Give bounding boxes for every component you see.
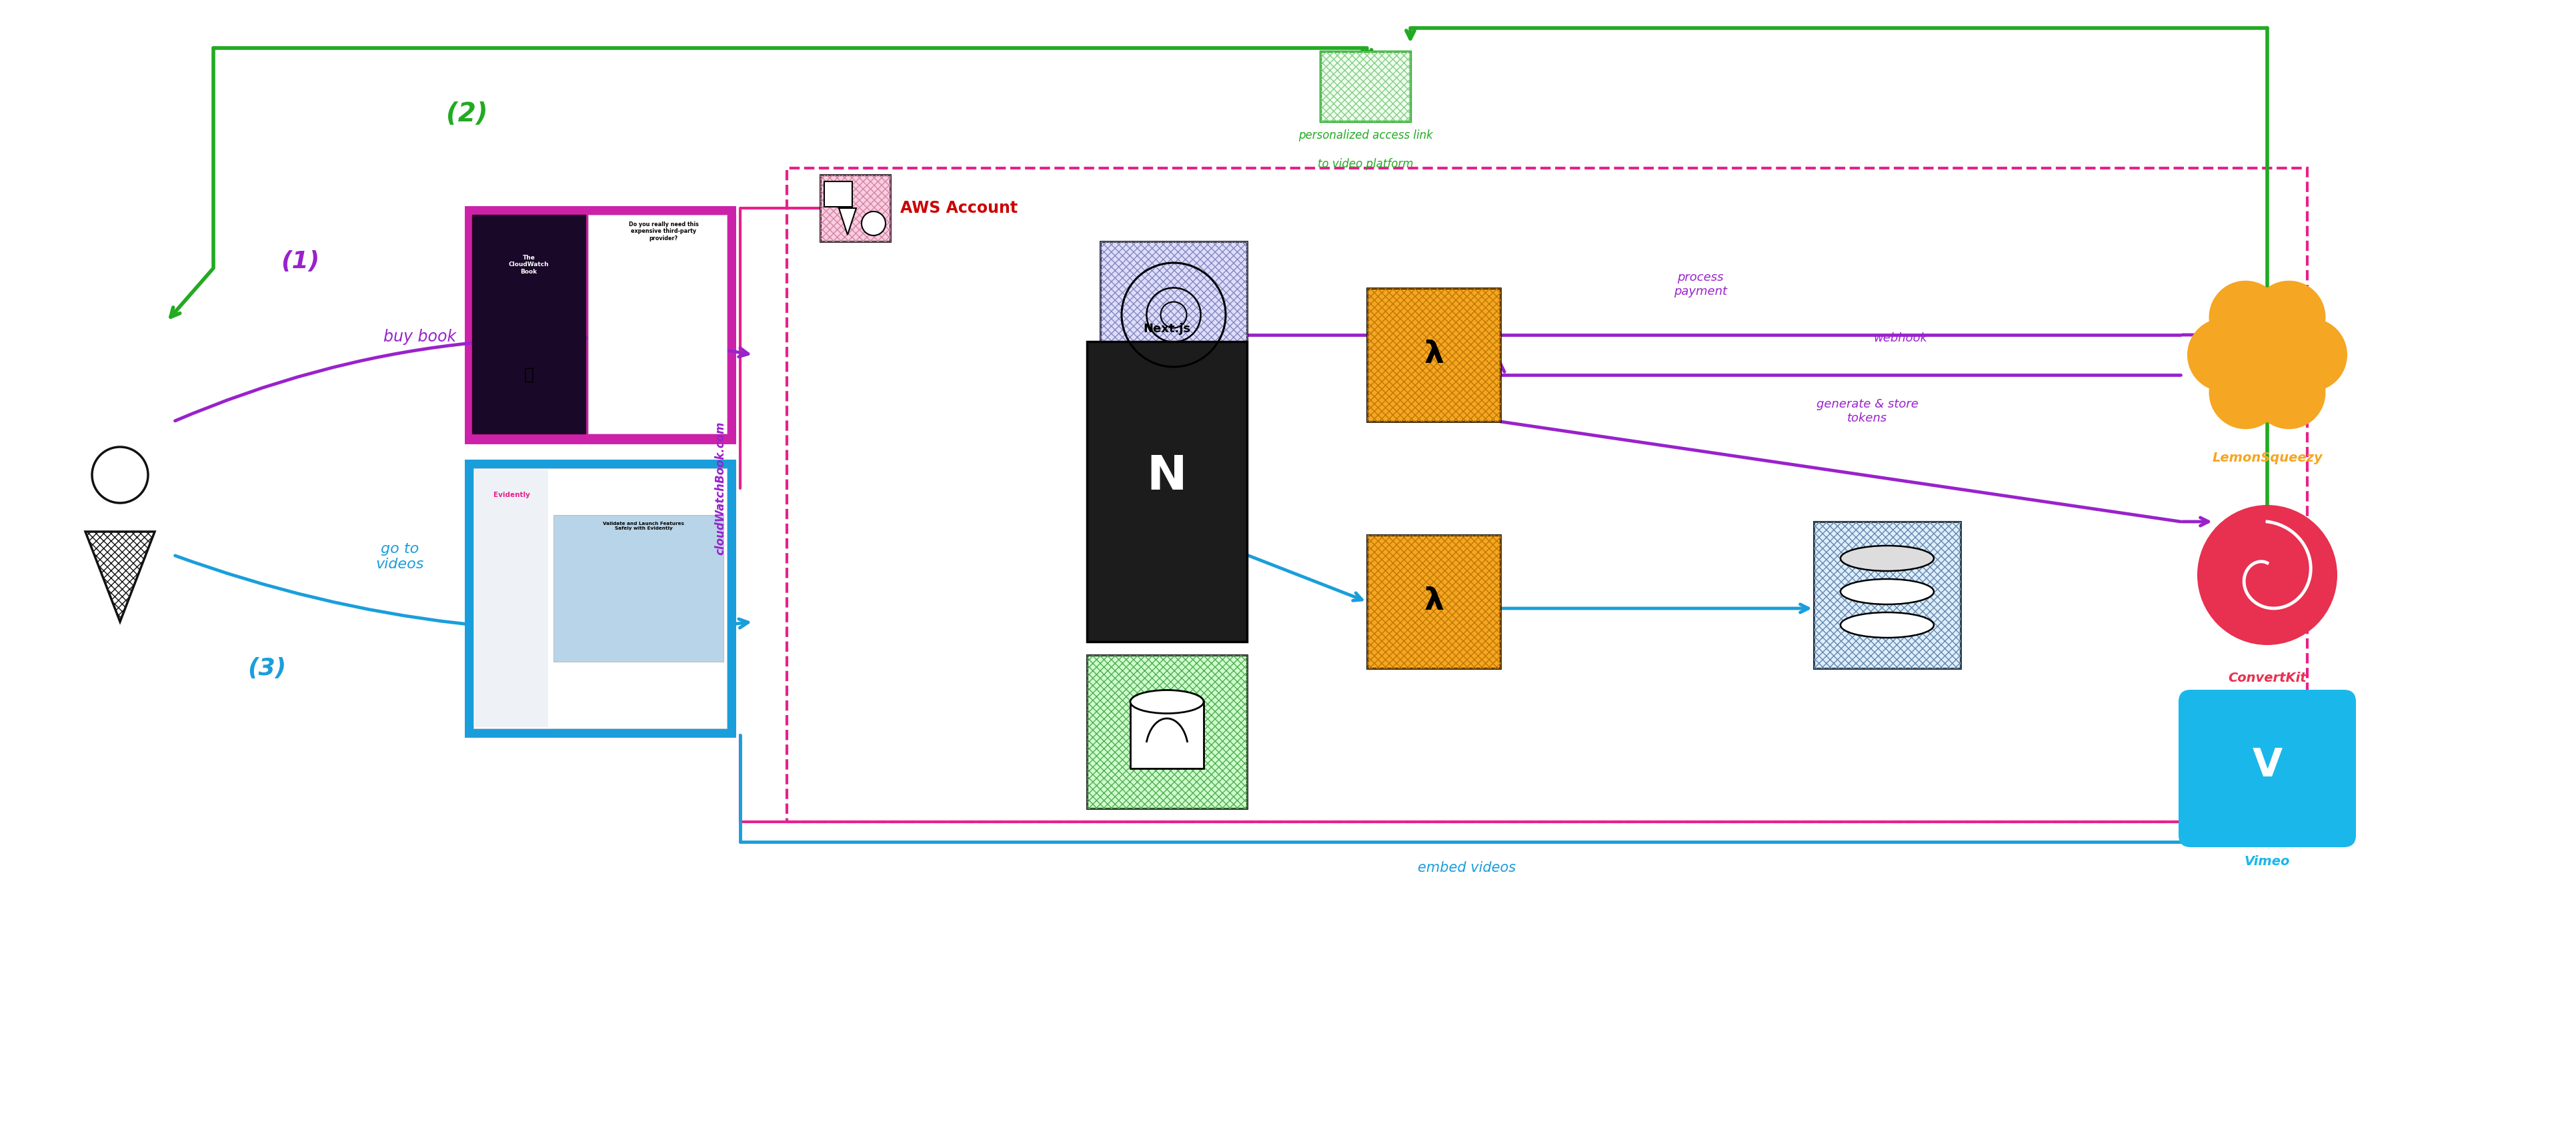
Text: ConvertKit: ConvertKit bbox=[2228, 672, 2306, 684]
Circle shape bbox=[2197, 505, 2336, 645]
FancyBboxPatch shape bbox=[1087, 341, 1247, 642]
Text: to video platform: to video platform bbox=[1316, 158, 1414, 171]
Text: AWS Account: AWS Account bbox=[899, 200, 1018, 217]
Text: (3): (3) bbox=[247, 657, 286, 680]
Text: generate & store
tokens: generate & store tokens bbox=[1816, 398, 1919, 424]
Text: LemonSqueezy: LemonSqueezy bbox=[2213, 451, 2324, 465]
Text: Evidently: Evidently bbox=[492, 491, 531, 498]
Circle shape bbox=[2275, 319, 2347, 392]
FancyBboxPatch shape bbox=[1368, 535, 1499, 669]
Polygon shape bbox=[840, 208, 855, 234]
FancyBboxPatch shape bbox=[819, 175, 891, 241]
FancyBboxPatch shape bbox=[1100, 241, 1247, 388]
Circle shape bbox=[2208, 280, 2282, 355]
Text: (2): (2) bbox=[446, 101, 487, 127]
Text: go to
videos: go to videos bbox=[376, 542, 425, 571]
Text: Do you really need this
expensive third-party
provider?: Do you really need this expensive third-… bbox=[629, 221, 698, 241]
Text: validate
token: validate token bbox=[1162, 591, 1211, 618]
Text: The
CloudWatch
Book: The CloudWatch Book bbox=[507, 255, 549, 275]
Circle shape bbox=[2249, 337, 2285, 374]
FancyBboxPatch shape bbox=[466, 208, 734, 442]
Ellipse shape bbox=[1839, 613, 1935, 637]
Circle shape bbox=[2187, 319, 2262, 392]
FancyBboxPatch shape bbox=[466, 461, 734, 735]
Polygon shape bbox=[85, 532, 155, 622]
Text: buy book: buy book bbox=[384, 329, 456, 344]
Text: process
payment: process payment bbox=[1674, 272, 1726, 297]
Circle shape bbox=[2208, 356, 2282, 429]
Text: Next.js: Next.js bbox=[1144, 323, 1190, 334]
FancyBboxPatch shape bbox=[1814, 522, 1960, 669]
Ellipse shape bbox=[1839, 545, 1935, 571]
Text: V: V bbox=[2251, 746, 2282, 784]
Text: λ: λ bbox=[1425, 340, 1443, 370]
Circle shape bbox=[2251, 356, 2326, 429]
Text: (1): (1) bbox=[281, 250, 319, 273]
Text: webhook: webhook bbox=[1873, 332, 1927, 344]
Circle shape bbox=[860, 211, 886, 236]
FancyBboxPatch shape bbox=[554, 515, 724, 662]
Text: λ: λ bbox=[1425, 587, 1443, 617]
Bar bbox=[824, 182, 853, 206]
Ellipse shape bbox=[1839, 579, 1935, 605]
Text: personalized access link: personalized access link bbox=[1298, 129, 1432, 141]
FancyBboxPatch shape bbox=[1321, 52, 1412, 121]
FancyBboxPatch shape bbox=[474, 470, 549, 727]
Text: N: N bbox=[1146, 453, 1188, 499]
Circle shape bbox=[2251, 280, 2326, 355]
Text: Validate and Launch Features
Safely with Evidently: Validate and Launch Features Safely with… bbox=[603, 522, 685, 531]
FancyBboxPatch shape bbox=[2179, 690, 2357, 847]
FancyBboxPatch shape bbox=[474, 468, 726, 728]
Ellipse shape bbox=[1131, 690, 1203, 714]
FancyBboxPatch shape bbox=[587, 214, 726, 433]
Text: embed videos: embed videos bbox=[1417, 862, 1517, 874]
FancyBboxPatch shape bbox=[471, 214, 585, 433]
FancyBboxPatch shape bbox=[1131, 701, 1203, 769]
Text: 🦉: 🦉 bbox=[523, 367, 533, 383]
FancyBboxPatch shape bbox=[1087, 655, 1247, 809]
FancyBboxPatch shape bbox=[1368, 288, 1499, 422]
Text: cloudWatchBook.com: cloudWatchBook.com bbox=[714, 422, 726, 555]
Text: Vimeo: Vimeo bbox=[2244, 855, 2290, 867]
